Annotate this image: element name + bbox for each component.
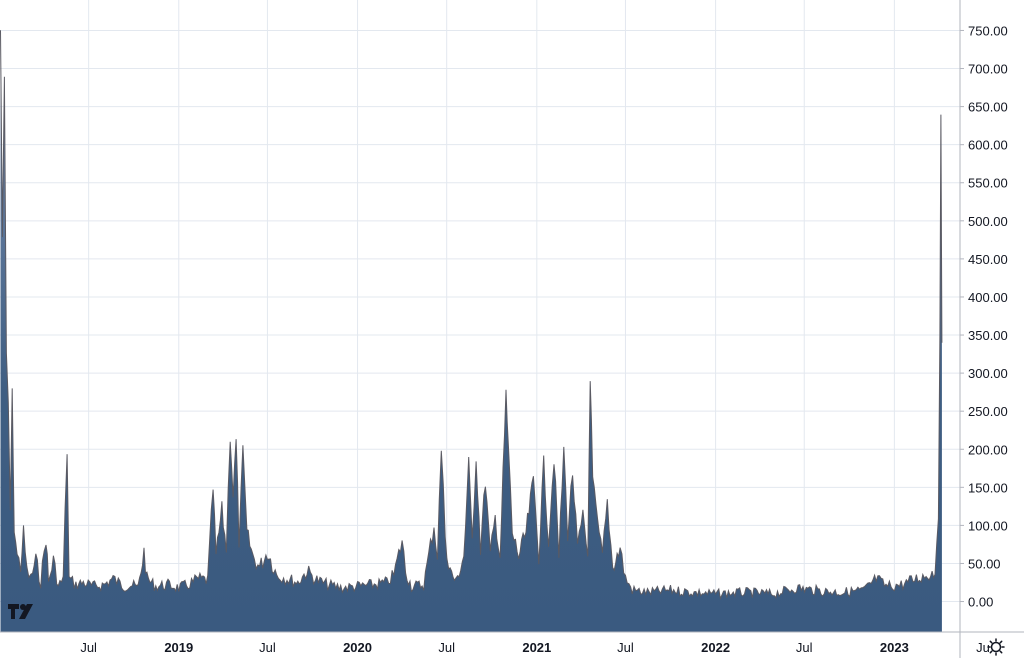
x-tick-label: Jul <box>617 640 634 655</box>
y-tick-label: 450.00 <box>968 252 1008 267</box>
y-tick-label: 100.00 <box>968 518 1008 533</box>
y-tick-label: 550.00 <box>968 176 1008 191</box>
y-tick-label: 500.00 <box>968 214 1008 229</box>
series-line <box>0 30 943 600</box>
y-tick-label: 0.00 <box>968 595 993 610</box>
x-tick-label: Jul <box>438 640 455 655</box>
y-tick-label: 600.00 <box>968 138 1008 153</box>
x-tick-label: Jul <box>259 640 276 655</box>
x-tick-label: 2019 <box>164 640 193 655</box>
x-tick-label: 2021 <box>522 640 551 655</box>
y-tick-label: 200.00 <box>968 442 1008 457</box>
x-tick-label: Ju <box>976 640 990 655</box>
gear-icon[interactable] <box>987 638 1005 656</box>
y-tick-label: 700.00 <box>968 62 1008 77</box>
y-tick-label: 50.00 <box>968 556 1001 571</box>
y-tick-label: 400.00 <box>968 290 1008 305</box>
price-axis[interactable]: 0.00 50.00 100.00 150.00 200.00 250.00 300.00 3… <box>960 23 1008 610</box>
y-tick-label: 350.00 <box>968 328 1008 343</box>
x-tick-label: 2020 <box>343 640 372 655</box>
grid <box>0 0 960 632</box>
x-tick-label: 2023 <box>880 640 909 655</box>
time-axis[interactable]: Jul 2019 Jul 2020 Jul 2021 Jul 2022 Jul 2023 Ju <box>80 640 990 655</box>
tradingview-logo[interactable] <box>8 604 33 619</box>
y-tick-label: 300.00 <box>968 366 1008 381</box>
x-tick-label: Jul <box>80 640 97 655</box>
series-area <box>0 30 943 633</box>
x-tick-label: Jul <box>796 640 813 655</box>
x-tick-label: 2022 <box>701 640 730 655</box>
y-tick-label: 150.00 <box>968 480 1008 495</box>
y-tick-label: 650.00 <box>968 100 1008 115</box>
series-area-fill <box>0 30 942 633</box>
y-tick-label: 750.00 <box>968 23 1008 38</box>
y-tick-label: 250.00 <box>968 404 1008 419</box>
